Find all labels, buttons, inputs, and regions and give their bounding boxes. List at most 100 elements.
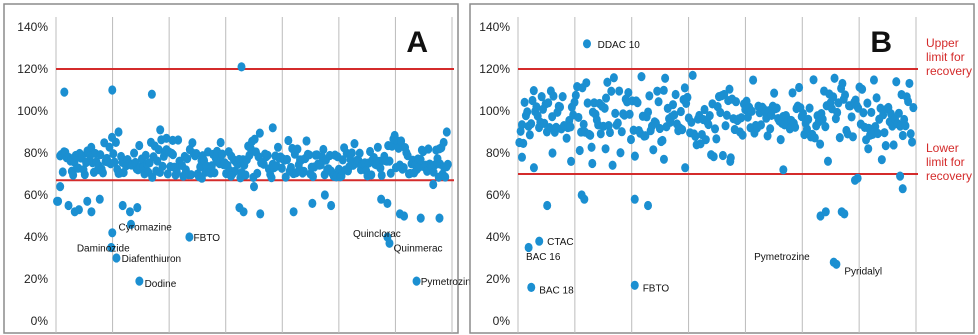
- panel-b-data-point: [833, 107, 842, 118]
- panel-b-data-point: [747, 106, 756, 116]
- panel-b-data-point: [776, 135, 785, 145]
- panel-b-data-point: [877, 155, 886, 165]
- panel-a-data-point: [60, 87, 69, 97]
- panel-b-data-point: [681, 163, 690, 173]
- panel-b-data-point: [749, 75, 758, 85]
- panel-a-data-point: [386, 168, 395, 178]
- panel-b-data-point: [603, 77, 612, 87]
- panel-b-data-point: [701, 135, 710, 145]
- panel-a-data-point: [54, 196, 63, 206]
- panel-b-data-point: [633, 98, 642, 108]
- panel-a-data-point: [399, 163, 408, 173]
- panel-a-data-point: [412, 276, 421, 286]
- panel-a-data-point: [185, 232, 194, 242]
- panel-a-data-point: [135, 140, 144, 151]
- panel-a-data-point: [69, 170, 78, 180]
- panel-a-data-point: [141, 150, 150, 160]
- panel-a-data-point: [289, 207, 298, 217]
- panel-b-data-point: [655, 123, 664, 134]
- panel-b-data-point: [791, 122, 800, 132]
- panel-a-data-point: [385, 238, 394, 248]
- panel-a-data-point: [424, 144, 433, 154]
- panel-b-y-tick-label: 60%: [486, 188, 510, 202]
- panel-b-limit-label: recovery: [926, 169, 972, 183]
- panel-b-data-point: [616, 148, 625, 158]
- panel-b-data-point: [867, 107, 876, 118]
- panel-b-limit-label: limit for: [926, 50, 965, 64]
- panel-a-data-point: [95, 194, 104, 204]
- panel-a-data-point: [114, 127, 123, 137]
- panel-b-data-point: [527, 282, 536, 292]
- panel-b-data-point: [515, 137, 524, 148]
- panel-b-data-point: [880, 128, 889, 138]
- panel-b-data-point: [772, 103, 781, 113]
- panel-a-data-point: [284, 135, 293, 146]
- panel-b-letter: B: [870, 26, 892, 59]
- panel-b-data-point: [575, 145, 584, 156]
- panel-b-data-point: [901, 121, 910, 131]
- panel-b-data-point: [894, 108, 903, 118]
- panel-b-data-point: [548, 148, 557, 158]
- panel-b-data-point: [805, 103, 814, 113]
- panel-b-data-point: [737, 113, 746, 123]
- panel-b-data-point: [869, 75, 878, 85]
- panel-b-limit-label: Lower: [926, 141, 959, 155]
- panel-b-data-point: [653, 86, 662, 96]
- panel-a-data-point: [267, 173, 276, 183]
- panel-a-data-point: [163, 169, 172, 179]
- panel-a-data-point: [442, 127, 451, 137]
- panel-b-data-point: [898, 184, 907, 194]
- panel-a-data-point: [83, 196, 92, 206]
- panel-b-limit-label: limit for: [926, 155, 965, 169]
- panel-a-data-point: [355, 148, 364, 158]
- panel-b-data-point: [841, 90, 850, 100]
- panel-b-data-point: [763, 131, 772, 141]
- panel-b-data-point: [567, 156, 576, 166]
- panel-b-y-tick-label: 120%: [479, 62, 510, 76]
- panel-a-y-tick-label: 140%: [17, 20, 48, 34]
- panel-b-data-point: [579, 119, 588, 129]
- panel-b-data-point: [625, 109, 634, 119]
- panel-b-point-label: DDAC 10: [598, 40, 641, 51]
- panel-b-data-point: [611, 108, 620, 118]
- panel-b-data-point: [716, 107, 725, 118]
- panel-b-frame: [469, 3, 975, 334]
- panel-b-data-point: [788, 88, 797, 98]
- panel-b-data-point: [525, 130, 534, 140]
- panel-b-y-tick-label: 40%: [486, 230, 510, 244]
- panel-a-data-point: [250, 134, 259, 144]
- panel-b-limit-label: recovery: [926, 64, 972, 78]
- panel-a-data-point: [253, 168, 262, 178]
- panel-a-data-point: [216, 137, 225, 148]
- panel-b-limit-label: Upper: [926, 36, 959, 50]
- panel-b-point-label: Pyridalyl: [844, 267, 882, 278]
- panel-b-data-point: [596, 129, 605, 139]
- panel-a-data-point: [80, 169, 89, 180]
- panel-b-data-point: [705, 111, 714, 121]
- panel-a-data-point: [350, 139, 359, 149]
- panel-a-data-point: [255, 128, 264, 138]
- panel-b-data-point: [571, 90, 580, 101]
- panel-a-data-point: [156, 125, 165, 135]
- panel-a-data-point: [111, 137, 120, 147]
- panel-b-data-point: [872, 93, 881, 103]
- panel-b-data-point: [871, 122, 880, 132]
- panel-b-y-tick-label: 20%: [486, 272, 510, 286]
- panel-b-data-point: [908, 137, 917, 147]
- panel-a-data-point: [110, 157, 119, 167]
- panel-a-data-point: [158, 161, 167, 171]
- panel-b-data-point: [626, 134, 635, 145]
- panel-b-data-point: [909, 102, 918, 113]
- panel-a-data-point: [429, 179, 438, 190]
- panel-b-data-point: [818, 114, 827, 124]
- panel-b-data-point: [892, 77, 901, 87]
- panel-a-point-label: Diafenthiuron: [122, 254, 181, 265]
- panel-b-data-point: [669, 100, 678, 110]
- panel-b-data-point: [858, 84, 867, 94]
- panel-b-data-point: [700, 104, 709, 115]
- panel-b-data-point: [709, 152, 718, 162]
- panel-b-data-point: [574, 112, 583, 123]
- panel-a-data-point: [439, 137, 448, 148]
- panel-b-data-point: [898, 130, 907, 141]
